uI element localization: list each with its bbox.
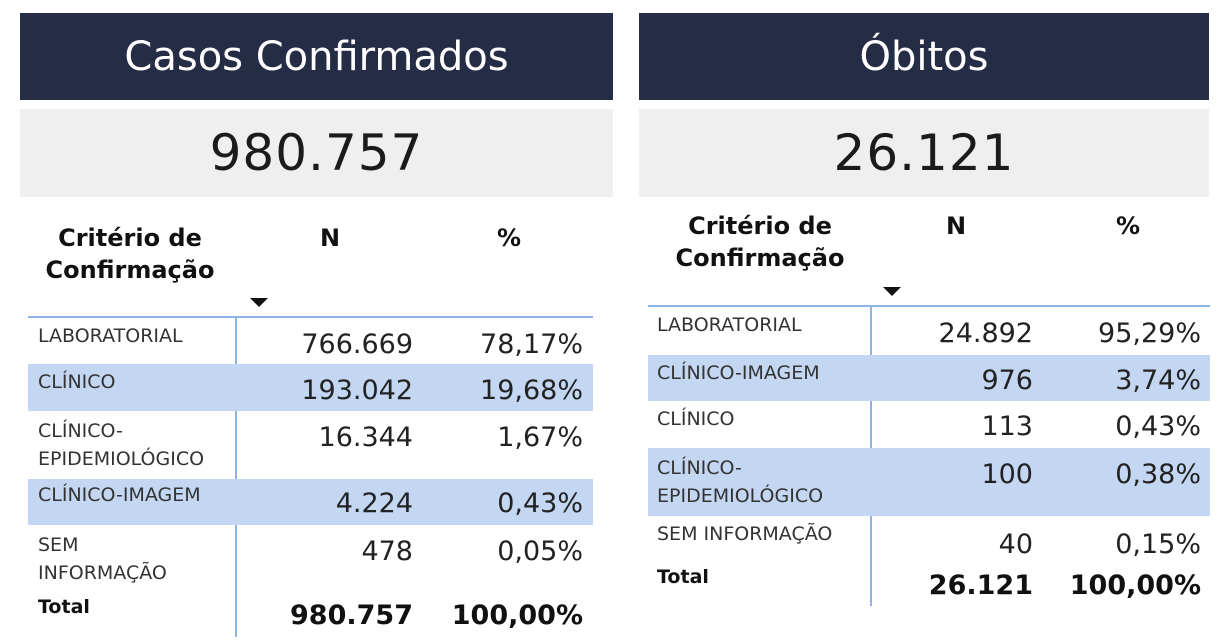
row-n-value: 24.892 <box>938 318 1033 349</box>
table-row[interactable]: CLÍNICO- EPIDEMIOLÓGICO 100 0,38% <box>648 448 1210 516</box>
row-pct-value: 95,29% <box>1098 318 1201 349</box>
row-category: CLÍNICO-IMAGEM <box>657 362 820 384</box>
row-pct-value: 3,74% <box>1115 365 1201 396</box>
deaths-kpi: 26.121 <box>639 109 1209 197</box>
row-pct-value: 0,15% <box>1115 529 1201 560</box>
row-category: LABORATORIAL <box>657 314 802 336</box>
row-category: SEM INFORMAÇÃO <box>38 534 167 584</box>
total-label: Total <box>38 596 90 618</box>
total-pct-value: 100,00% <box>451 600 583 631</box>
row-category: CLÍNICO- EPIDEMIOLÓGICO <box>657 457 824 507</box>
row-pct-value: 1,67% <box>497 422 583 453</box>
table-row[interactable]: CLÍNICO-IMAGEM 976 3,74% <box>648 355 1210 401</box>
row-n-value: 113 <box>981 411 1033 442</box>
column-header-criterio-line1: Critério de <box>688 212 832 240</box>
table-row[interactable]: SEM INFORMAÇÃO 40 0,15% <box>648 516 1210 564</box>
column-header-pct[interactable]: % <box>1116 212 1141 240</box>
row-pct-value: 0,38% <box>1115 459 1201 490</box>
row-category: CLÍNICO <box>657 408 735 430</box>
column-header-n[interactable]: N <box>320 224 341 252</box>
row-n-value: 100 <box>981 459 1033 490</box>
column-header-criterio-line2: Confirmação <box>675 244 845 272</box>
row-pct-value: 78,17% <box>480 329 583 360</box>
column-header-criterio[interactable]: Critério de Confirmação <box>660 210 860 274</box>
row-n-value: 976 <box>981 365 1033 396</box>
table-row[interactable]: LABORATORIAL 766.669 78,17% <box>28 318 593 364</box>
row-n-value: 766.669 <box>301 329 413 360</box>
column-header-criterio-line2: Confirmação <box>45 256 215 284</box>
row-n-value: 193.042 <box>301 375 413 406</box>
table-row[interactable]: CLÍNICO 193.042 19,68% <box>28 364 593 411</box>
table-header-divider <box>28 316 593 318</box>
column-header-pct[interactable]: % <box>497 224 522 252</box>
table-row[interactable]: SEM INFORMAÇÃO 478 0,05% <box>28 525 593 591</box>
row-n-value: 40 <box>998 529 1033 560</box>
column-header-n[interactable]: N <box>946 212 967 240</box>
column-header-criterio-line1: Critério de <box>58 224 202 252</box>
row-pct-value: 0,43% <box>497 488 583 519</box>
column-header-criterio[interactable]: Critério de Confirmação <box>30 222 230 286</box>
total-n-value: 26.121 <box>928 570 1033 601</box>
table-row[interactable]: CLÍNICO 113 0,43% <box>648 401 1210 448</box>
total-pct-value: 100,00% <box>1069 570 1201 601</box>
confirmed-cases-kpi: 980.757 <box>20 109 613 197</box>
confirmed-cases-title: Casos Confirmados <box>20 13 613 100</box>
row-category: CLÍNICO <box>38 371 116 393</box>
table-row[interactable]: CLÍNICO- EPIDEMIOLÓGICO 16.344 1,67% <box>28 411 593 479</box>
row-category: CLÍNICO-IMAGEM <box>38 484 201 506</box>
row-pct-value: 19,68% <box>480 375 583 406</box>
deaths-title: Óbitos <box>639 13 1209 100</box>
table-row[interactable]: CLÍNICO-IMAGEM 4.224 0,43% <box>28 479 593 525</box>
sort-descending-icon[interactable] <box>883 287 901 296</box>
row-category: LABORATORIAL <box>38 325 183 347</box>
row-category: SEM INFORMAÇÃO <box>657 523 833 545</box>
row-pct-value: 0,43% <box>1115 411 1201 442</box>
row-n-value: 478 <box>361 536 413 567</box>
total-n-value: 980.757 <box>290 600 413 631</box>
row-n-value: 16.344 <box>318 422 413 453</box>
row-pct-value: 0,05% <box>497 536 583 567</box>
row-n-value: 4.224 <box>335 488 413 519</box>
total-label: Total <box>657 566 709 588</box>
category-column-divider <box>235 317 237 637</box>
table-header-divider <box>648 305 1210 307</box>
sort-descending-icon[interactable] <box>250 298 268 307</box>
table-row[interactable]: LABORATORIAL 24.892 95,29% <box>648 307 1210 355</box>
row-category: CLÍNICO- EPIDEMIOLÓGICO <box>38 420 205 470</box>
